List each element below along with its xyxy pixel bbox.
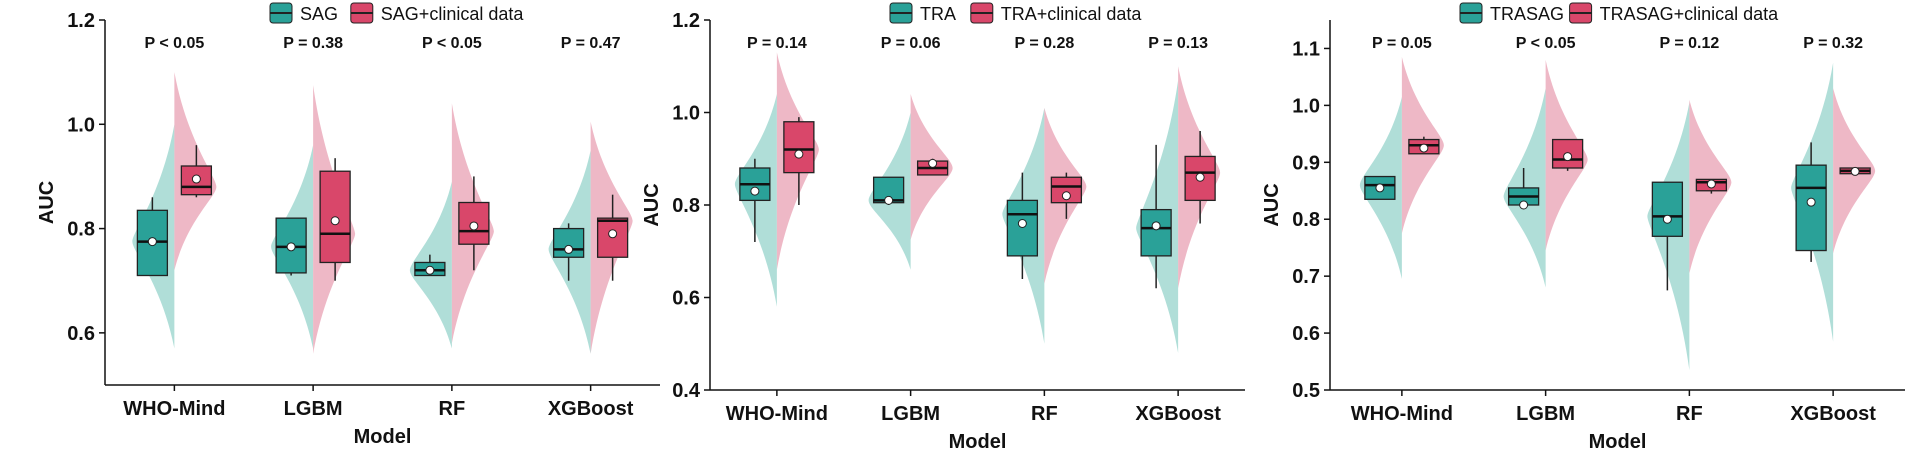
box-series-2-mean-point	[1850, 166, 1860, 176]
y-tick-label: 1.2	[67, 10, 95, 32]
y-axis-title: AUC	[36, 181, 58, 224]
p-value-label: P = 0.38	[283, 35, 343, 52]
box-series-2-mean-point	[928, 158, 938, 168]
y-tick-label: 0.9	[1292, 152, 1320, 174]
y-tick-label: 0.8	[672, 195, 700, 217]
box-series-1-mean-point	[147, 237, 157, 247]
p-value-label: P = 0.28	[1014, 35, 1074, 52]
box-series-2-mean-point	[794, 149, 804, 159]
x-axis-title: Model	[1589, 431, 1647, 453]
box-series-1-mean-point	[1806, 197, 1816, 207]
p-value-label: P = 0.13	[1148, 35, 1208, 52]
box-series-1-mean-point	[425, 265, 435, 275]
y-tick-label: 1.0	[1292, 95, 1320, 117]
x-tick-label: XGBoost	[1790, 403, 1876, 425]
chart-panel-2: 0.4 0.6 0.8 1.0 1.2 AUC Model TRA TRA+clinical d…	[641, 2, 1245, 453]
y-tick-label: 0.6	[672, 288, 700, 310]
x-tick-label: RF	[1676, 403, 1703, 425]
box-series-1-mean-point	[1017, 219, 1027, 228]
box-series-1-mean-point	[1151, 221, 1161, 231]
x-tick-label: XGBoost	[548, 398, 634, 420]
x-tick-label: LGBM	[284, 398, 343, 420]
p-value-label: P = 0.32	[1803, 35, 1863, 52]
y-tick-label: 0.5	[1292, 380, 1320, 402]
legend-label: SAG+clinical data	[381, 4, 525, 24]
y-tick-label: 0.8	[67, 219, 95, 241]
box-series-2	[458, 201, 490, 245]
box-series-2-mean-point	[608, 229, 618, 239]
y-tick-label: 1.1	[1292, 38, 1320, 60]
box-series-1-mean-point	[1519, 200, 1529, 210]
p-value-label: P = 0.14	[747, 35, 807, 52]
legend-label: TRASAG	[1490, 4, 1564, 24]
x-tick-label: WHO-Mind	[1351, 403, 1453, 425]
y-axis-title: AUC	[1261, 183, 1283, 226]
chart-panel-1: 0.6 0.8 1.0 1.2 AUC Model SAG SAG+clinical data…	[36, 2, 660, 448]
y-tick-label: 0.8	[1292, 209, 1320, 231]
box-series-2-mean-point	[1195, 172, 1205, 182]
box-series-2-mean-point	[469, 221, 479, 231]
x-tick-label: RF	[439, 398, 466, 420]
x-tick-label: WHO-Mind	[123, 398, 225, 420]
x-tick-label: XGBoost	[1135, 403, 1221, 425]
chart-panel-3: 0.5 0.6 0.7 0.8 0.9 1.0 1.1 AUC Model TRASAG TRASA…	[1261, 2, 1905, 453]
x-tick-label: RF	[1031, 403, 1058, 425]
legend-label: TRA+clinical data	[1001, 4, 1143, 24]
x-tick-label: WHO-Mind	[726, 403, 828, 425]
legend-label: SAG	[300, 4, 338, 24]
y-tick-label: 1.0	[67, 114, 95, 136]
box-series-1	[1651, 181, 1684, 237]
x-tick-label: LGBM	[1516, 403, 1575, 425]
x-tick-label: LGBM	[881, 403, 940, 425]
y-tick-label: 0.7	[1292, 266, 1320, 288]
box-series-1-mean-point	[750, 186, 760, 196]
box-series-1	[1140, 208, 1172, 257]
y-tick-label: 1.2	[672, 10, 700, 32]
p-value-label: P = 0.05	[1372, 35, 1432, 52]
box-series-2	[783, 121, 815, 174]
p-value-label: P < 0.05	[422, 35, 482, 52]
box-series-1-mean-point	[564, 244, 574, 254]
box-series-2-mean-point	[1706, 179, 1716, 189]
p-value-label: P = 0.06	[881, 35, 941, 52]
box-series-1-mean-point	[1375, 183, 1385, 193]
box-series-1-mean-point	[286, 242, 296, 252]
x-axis-title: Model	[949, 431, 1007, 453]
y-tick-label: 0.6	[1292, 323, 1320, 345]
p-value-label: P < 0.05	[144, 35, 204, 52]
p-value-label: P = 0.12	[1659, 35, 1719, 52]
box-series-1	[1006, 199, 1039, 257]
y-tick-label: 0.4	[672, 380, 701, 402]
box-series-2-mean-point	[330, 216, 340, 226]
x-axis-title: Model	[354, 426, 412, 448]
box-series-2-mean-point	[1419, 143, 1429, 153]
p-value-label: P < 0.05	[1516, 35, 1576, 52]
y-tick-label: 1.0	[672, 103, 700, 125]
box-series-2-mean-point	[1061, 191, 1071, 201]
box-series-1	[1795, 164, 1827, 252]
box-series-2-mean-point	[1563, 152, 1573, 162]
legend-label: TRASAG+clinical data	[1600, 4, 1780, 24]
box-series-1-mean-point	[1662, 214, 1672, 224]
legend-label: TRA	[920, 4, 956, 24]
box-series-2-mean-point	[191, 174, 201, 184]
y-tick-label: 0.6	[67, 323, 95, 345]
y-axis-title: AUC	[641, 183, 663, 226]
box-series-1-mean-point	[884, 195, 894, 205]
p-value-label: P = 0.47	[561, 35, 621, 52]
